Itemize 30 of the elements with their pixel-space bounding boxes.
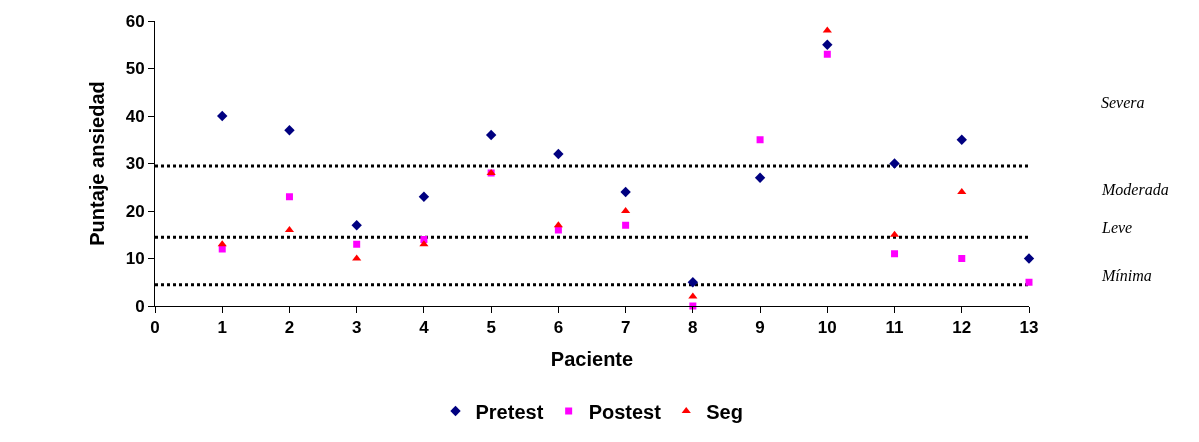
y-tick-label: 60 <box>125 11 145 31</box>
x-tick-label: 9 <box>755 318 765 338</box>
x-tick-label: 6 <box>553 318 564 338</box>
x-tick-label: 4 <box>419 318 430 338</box>
legend-label: Postest <box>588 400 662 423</box>
legend-label: Seg <box>706 400 743 423</box>
text: Leve <box>1101 219 1133 236</box>
x-tick-label: 10 <box>817 318 837 338</box>
x-axis-title: Paciente <box>550 347 634 370</box>
x-tick-label: 5 <box>486 318 496 338</box>
y-tick-label: 30 <box>125 154 145 174</box>
legend-label: Pretest <box>475 400 544 423</box>
y-tick-label: 0 <box>135 296 145 316</box>
x-tick-label: 11 <box>885 318 904 338</box>
y-tick-label: 10 <box>125 249 145 269</box>
x-tick-label: 13 <box>1019 318 1039 338</box>
x-tick-label: 3 <box>351 318 362 338</box>
x-tick-label: 7 <box>620 318 631 338</box>
text: Severa <box>1101 94 1145 111</box>
y-tick-label: 50 <box>125 59 145 79</box>
y-axis-title: Puntaje ansiedad <box>86 81 109 246</box>
y-tick-label: 20 <box>125 201 145 221</box>
x-tick-label: 1 <box>217 318 227 338</box>
y-tick-label: 40 <box>125 106 145 126</box>
text: Mínima <box>1101 267 1152 284</box>
x-tick-label: 12 <box>952 318 972 338</box>
x-tick-label: 2 <box>284 318 295 338</box>
text: Moderada <box>1101 181 1169 198</box>
x-tick-label: 8 <box>688 318 698 338</box>
x-tick-label: 0 <box>150 318 160 338</box>
